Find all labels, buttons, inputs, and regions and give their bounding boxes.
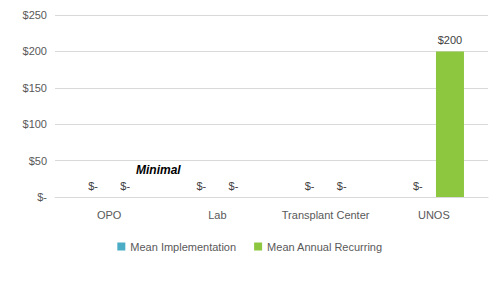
svg-text:UNOS: UNOS xyxy=(418,209,450,221)
svg-text:$200: $200 xyxy=(438,34,462,46)
svg-text:$-: $- xyxy=(229,180,239,192)
svg-text:$-: $- xyxy=(120,180,130,192)
svg-text:$-: $- xyxy=(37,191,47,203)
svg-text:$250: $250 xyxy=(23,9,47,21)
svg-text:$200: $200 xyxy=(23,45,47,57)
svg-text:Minimal: Minimal xyxy=(136,163,181,177)
svg-text:Mean Implementation: Mean Implementation xyxy=(130,241,236,253)
svg-text:$100: $100 xyxy=(23,118,47,130)
svg-text:$-: $- xyxy=(305,180,315,192)
svg-text:$-: $- xyxy=(413,180,423,192)
svg-text:$150: $150 xyxy=(23,82,47,94)
svg-text:$50: $50 xyxy=(29,155,47,167)
svg-text:Lab: Lab xyxy=(208,209,226,221)
svg-text:$-: $- xyxy=(88,180,98,192)
svg-text:$-: $- xyxy=(337,180,347,192)
svg-text:Transplant Center: Transplant Center xyxy=(282,209,370,221)
svg-text:$-: $- xyxy=(196,180,206,192)
svg-text:Mean Annual Recurring: Mean Annual Recurring xyxy=(267,241,382,253)
svg-text:OPO: OPO xyxy=(97,209,122,221)
